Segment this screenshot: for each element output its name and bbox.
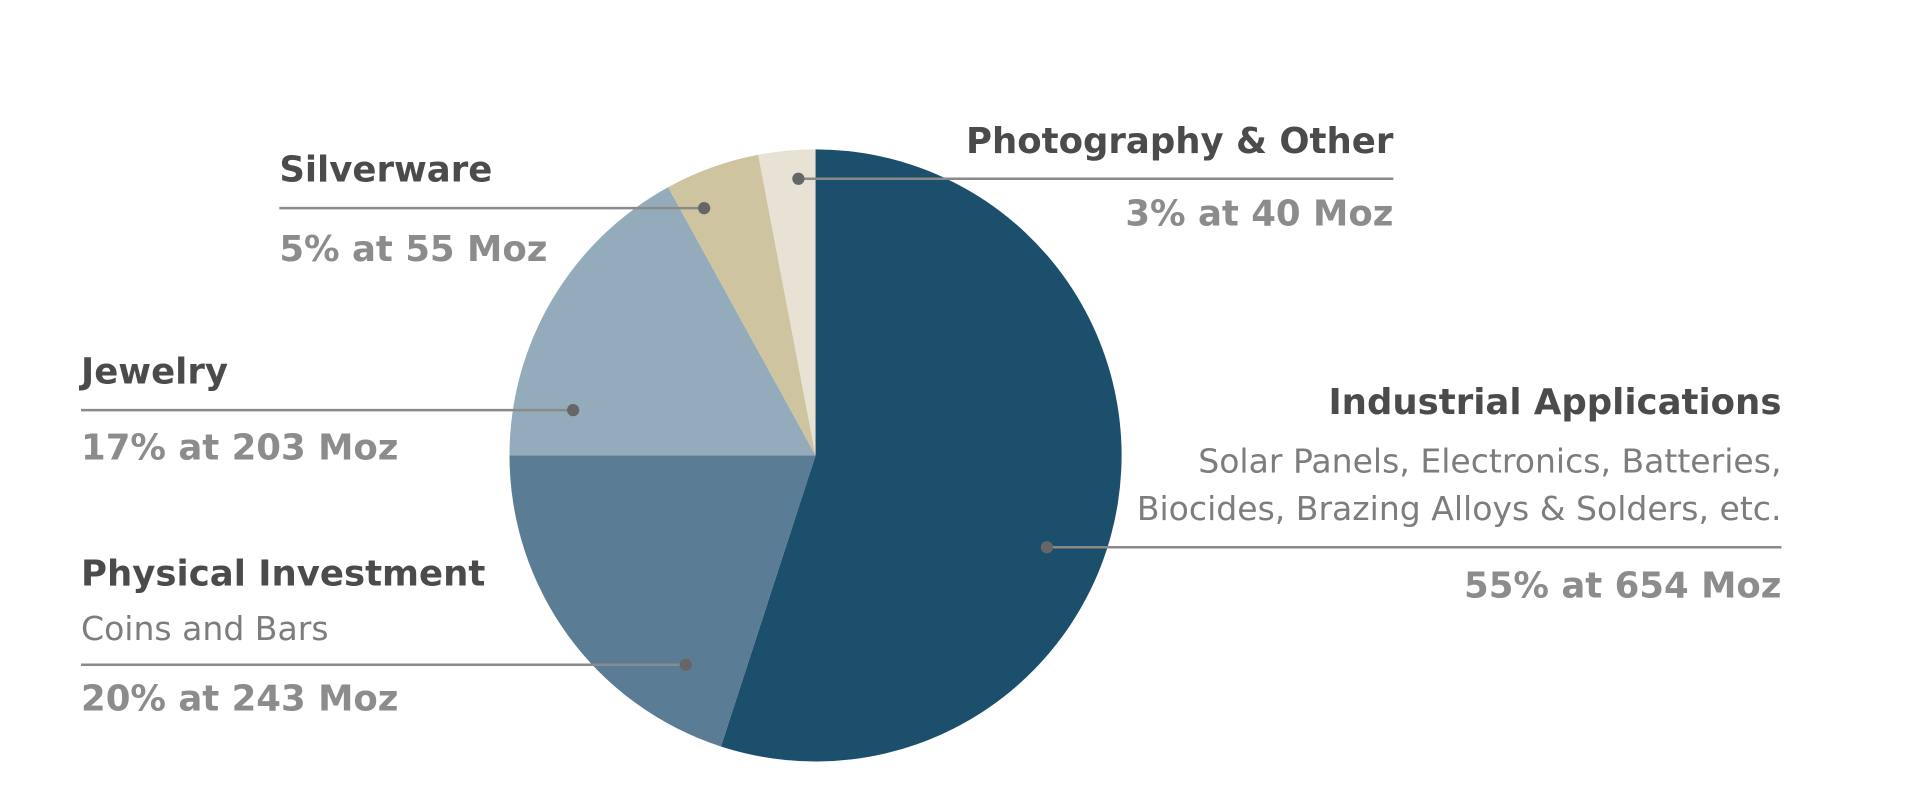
pie-slice — [758, 149, 816, 456]
category-label: Industrial Applications — [1328, 382, 1781, 423]
leader-dot — [679, 658, 692, 671]
leader-dot — [567, 404, 580, 417]
category-label: Physical Investment — [81, 553, 485, 594]
pie-slice — [720, 149, 1122, 762]
pie-slice — [509, 455, 816, 747]
value-label: 20% at 243 Moz — [81, 678, 398, 719]
leader-dot — [698, 202, 711, 215]
category-description: Coins and Bars — [81, 609, 329, 648]
category-description: Solar Panels, Electronics, Batteries, — [1198, 441, 1781, 480]
leader-dot — [792, 172, 805, 185]
pie-slice — [509, 187, 816, 456]
leader-dot — [1040, 541, 1054, 554]
value-label: 55% at 654 Moz — [1464, 566, 1781, 607]
category-description: Biocides, Brazing Alloys & Solders, etc. — [1137, 489, 1782, 528]
category-label: Photography & Other — [966, 121, 1394, 162]
pie-slice — [668, 154, 816, 456]
value-label: 17% at 203 Moz — [81, 427, 398, 468]
value-label: 3% at 40 Moz — [1125, 193, 1393, 234]
value-label: 5% at 55 Moz — [279, 229, 547, 270]
category-label: Silverware — [279, 149, 492, 190]
category-label: Jewelry — [79, 351, 228, 392]
